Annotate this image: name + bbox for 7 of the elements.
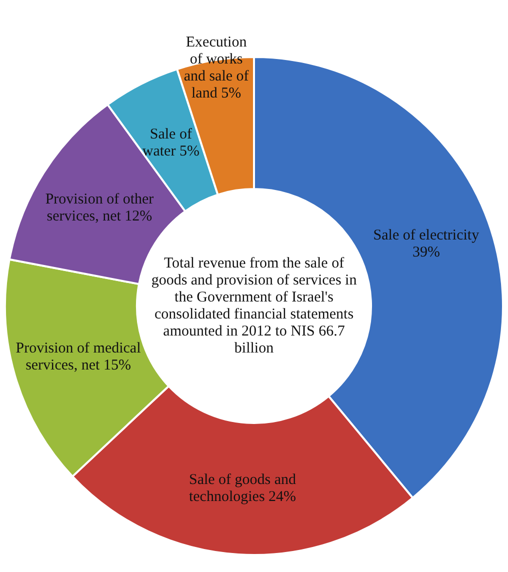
slice-label: Provision of other services, net 12% [45,191,154,224]
slice-label: Sale of electricity [373,227,480,244]
slice-label: Provision of medical services, net 15% [16,340,141,374]
data-label: 39% [412,244,440,260]
slice-label: Sale of water 5% [142,126,200,160]
slice-label: Sale of goods and technologies 24% [188,472,297,506]
text: Total revenue from the sale of goods and provision of services in the Government of Israel's consolidated financial statements amounted in 2012 to NIS 66.7 billion [151,255,358,356]
